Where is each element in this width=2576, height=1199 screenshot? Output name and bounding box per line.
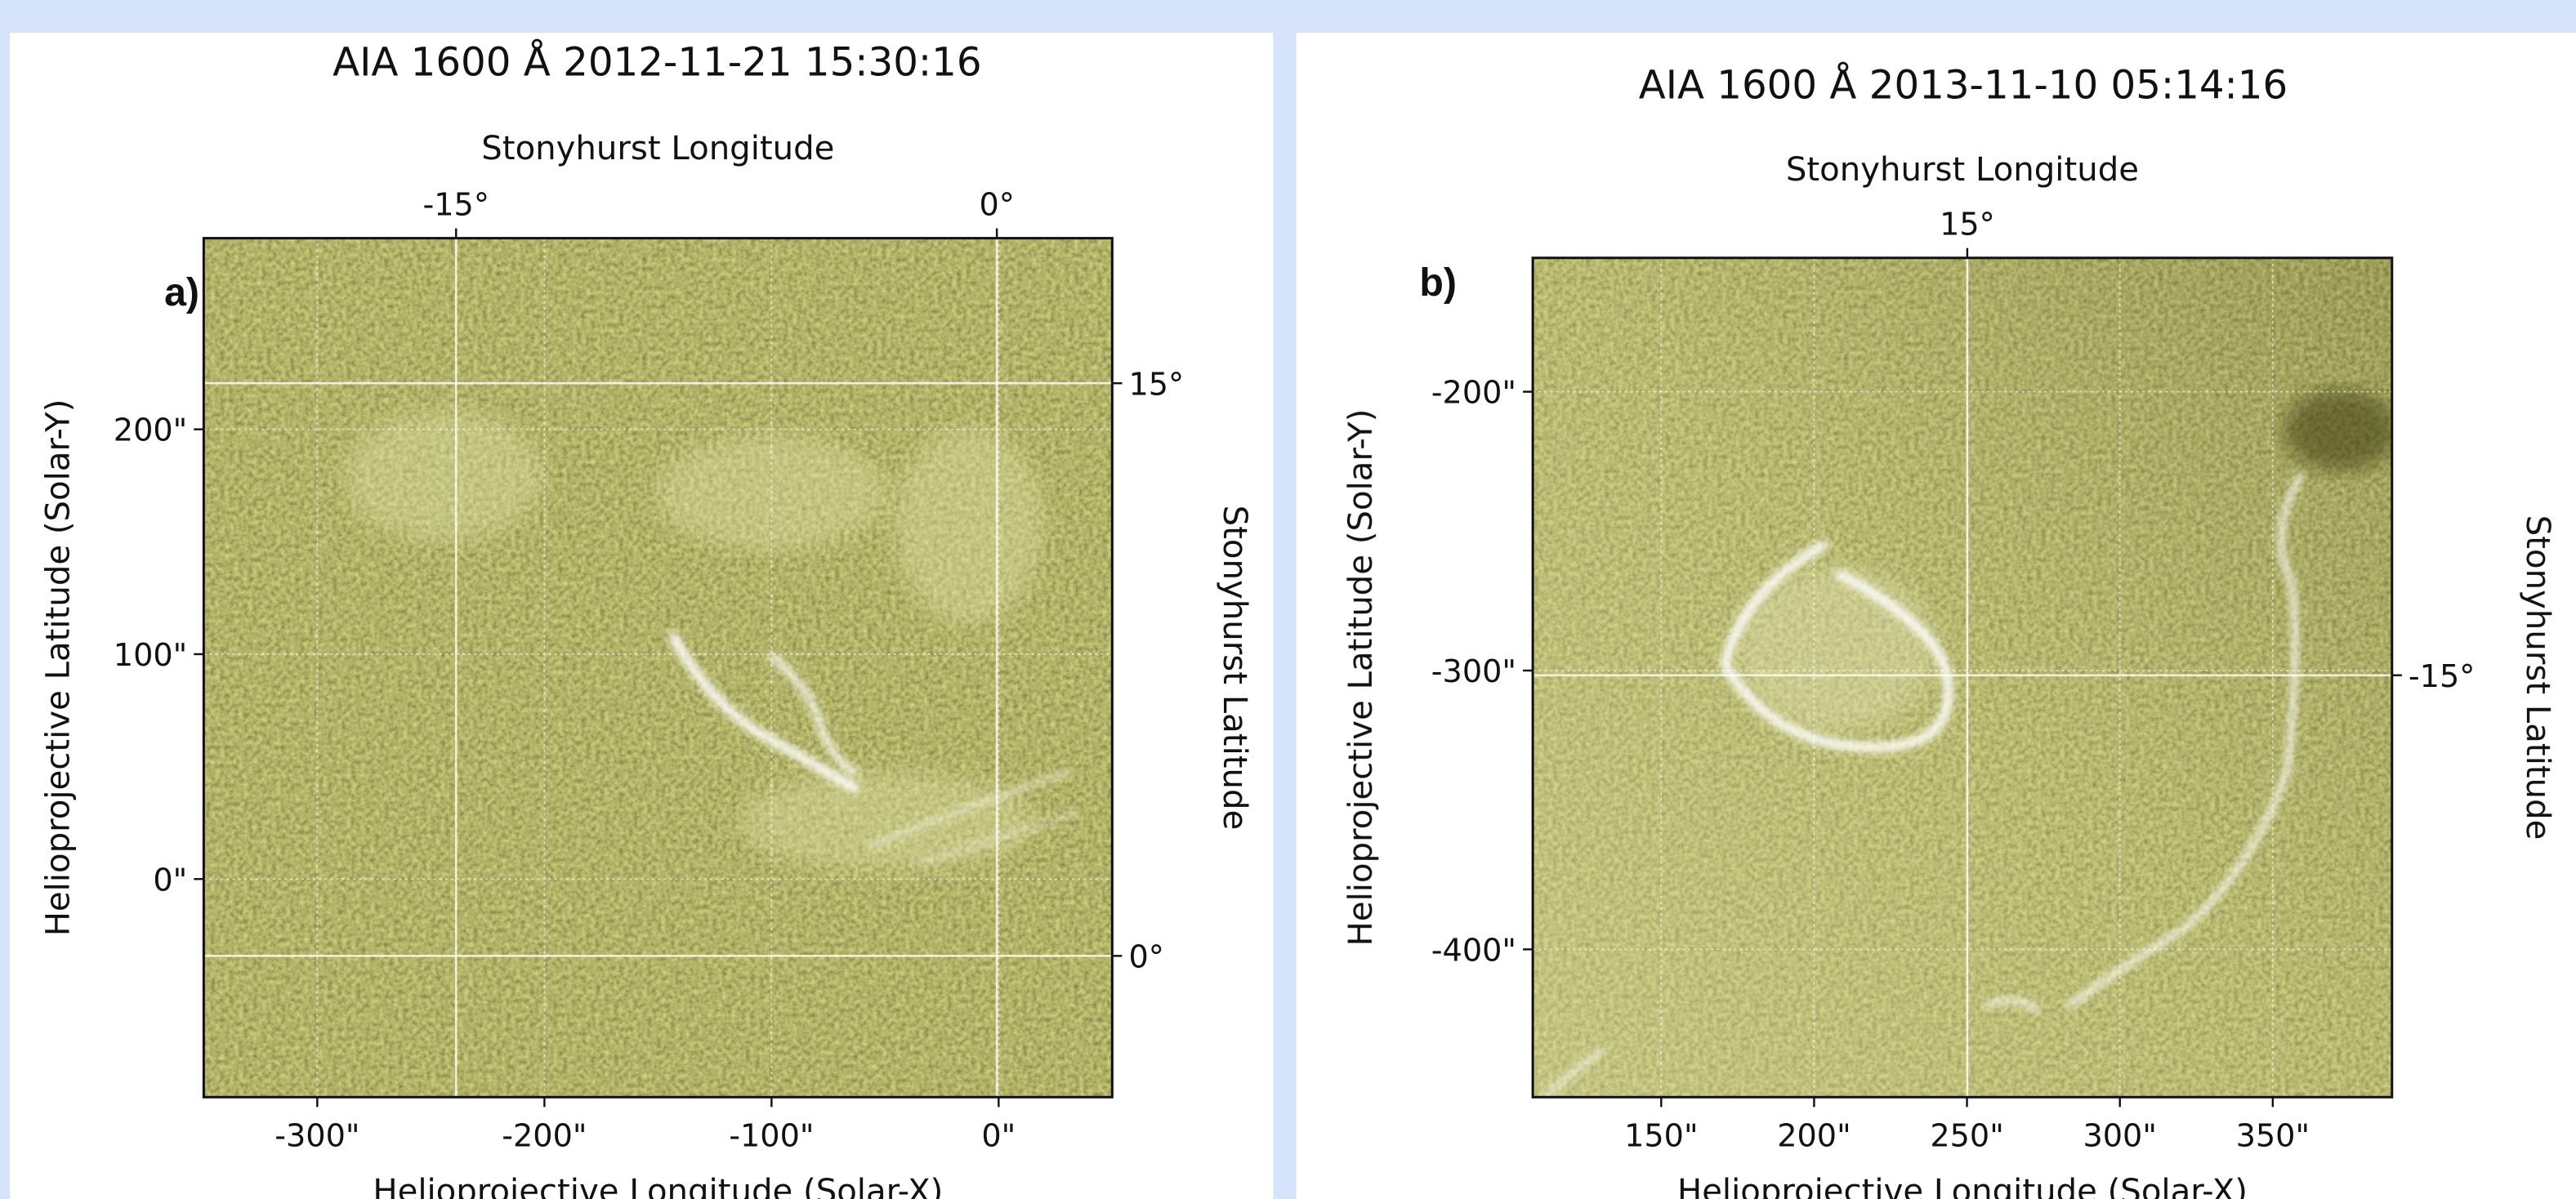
x2-tick-label: 0° xyxy=(979,187,1014,223)
chart-title: AIA 1600 Å 2013-11-10 05:14:16 xyxy=(1639,62,2288,109)
dark-spot xyxy=(2284,389,2392,472)
y-tick-label: -300" xyxy=(1431,654,1516,690)
y-axis-label: Helioprojective Latitude (Solar-Y) xyxy=(1342,409,1380,947)
panel-annotation: a) xyxy=(164,270,199,314)
x-tick-label: 300" xyxy=(2083,1119,2156,1155)
y2-tick-label: 0° xyxy=(1128,939,1163,975)
y-tick-label: 200" xyxy=(114,413,187,449)
x-tick-label: 150" xyxy=(1624,1119,1698,1155)
y2-tick-label: -15° xyxy=(2409,659,2475,695)
y-axis-label: Helioprojective Latitude (Solar-Y) xyxy=(39,399,77,937)
y-tick-label: 0" xyxy=(153,862,187,898)
y2-axis-label: Stonyhurst Latitude xyxy=(1216,506,1253,831)
image-shading xyxy=(1533,257,2392,1098)
x-tick-label: 200" xyxy=(1777,1119,1851,1155)
y-tick-label: -200" xyxy=(1431,376,1516,412)
panel-annotation: b) xyxy=(1419,261,1457,305)
x-axis-label: Helioprojective Longitude (Solar-X) xyxy=(373,1173,943,1199)
y2-tick-label: 15° xyxy=(1128,367,1184,403)
plot-frame xyxy=(202,237,1114,1099)
x-tick-label: -200" xyxy=(502,1119,587,1155)
x2-axis-label: Stonyhurst Longitude xyxy=(481,130,834,167)
solar-image xyxy=(203,238,1113,1098)
image-texture xyxy=(203,238,1113,1098)
chart-title: AIA 1600 Å 2012-11-21 15:30:16 xyxy=(333,39,982,86)
x2-tick-label: -15° xyxy=(422,187,489,223)
y-tick-label: 100" xyxy=(114,638,187,674)
x-tick-label: 250" xyxy=(1930,1119,2003,1155)
plot-frame xyxy=(1531,256,2394,1099)
x-tick-label: 350" xyxy=(2236,1119,2310,1155)
plage xyxy=(345,410,1043,871)
x-tick-label: -100" xyxy=(729,1119,814,1155)
x2-axis-label: Stonyhurst Longitude xyxy=(1786,151,2139,189)
flare-ribbons xyxy=(1541,473,2304,1098)
x-axis-label: Helioprojective Longitude (Solar-X) xyxy=(1677,1173,2248,1199)
x-tick-label: -300" xyxy=(275,1119,359,1155)
y2-axis-label: Stonyhurst Latitude xyxy=(2519,515,2556,840)
x-tick-label: 0" xyxy=(981,1119,1016,1155)
y-tick-label: -400" xyxy=(1431,933,1516,969)
flare-ribbons xyxy=(668,632,1078,865)
x2-tick-label: 15° xyxy=(1940,207,1995,243)
solar-image xyxy=(1533,257,2392,1098)
